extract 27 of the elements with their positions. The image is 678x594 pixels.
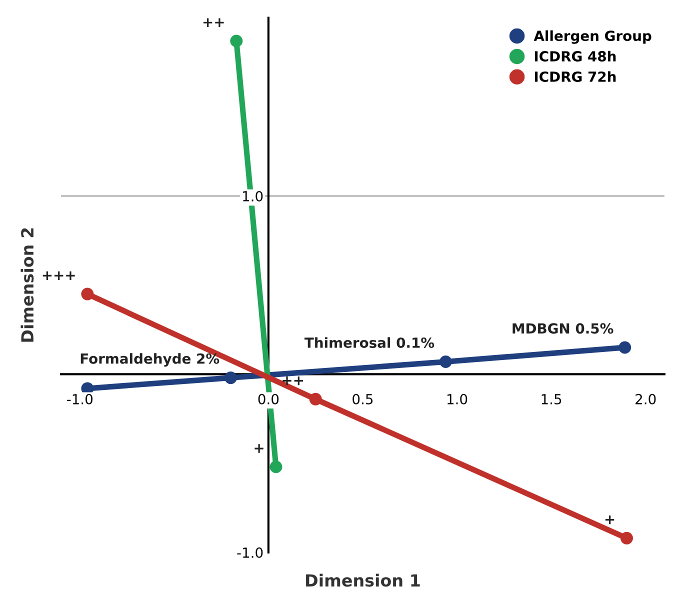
legend-label: ICDRG 48h	[534, 50, 616, 62]
point	[224, 372, 237, 384]
annotation: MDBGN 0.5%	[512, 323, 614, 334]
x-tick-label: 0.5	[352, 394, 373, 404]
y-axis-title: Dimension 2	[20, 228, 34, 342]
annotation: +	[254, 444, 264, 453]
point	[439, 355, 452, 368]
legend-label: ICDRG 72h	[534, 71, 616, 82]
x-axis-title: Dimension 1	[306, 574, 420, 587]
point	[618, 341, 632, 354]
annotation: +++	[42, 271, 75, 280]
legend-label: Allergen Group	[534, 30, 652, 44]
annotation: Thimerosal 0.1%	[304, 337, 434, 348]
x-tick-label: 2.0	[636, 394, 656, 404]
annotation: Formaldehyde 2%	[80, 353, 220, 367]
point	[270, 460, 282, 474]
point	[230, 34, 243, 48]
x-tick-label: -1.0	[67, 394, 93, 404]
x-tick-label: 1.0	[447, 394, 468, 404]
point	[620, 532, 633, 544]
annotation: ++	[282, 376, 303, 386]
x-tick-label: 1.5	[542, 394, 562, 404]
point	[81, 288, 94, 300]
annotation: +	[605, 515, 614, 524]
annotation: ++	[203, 18, 224, 27]
x-tick-label: 0.0	[258, 394, 279, 404]
point	[309, 392, 322, 406]
